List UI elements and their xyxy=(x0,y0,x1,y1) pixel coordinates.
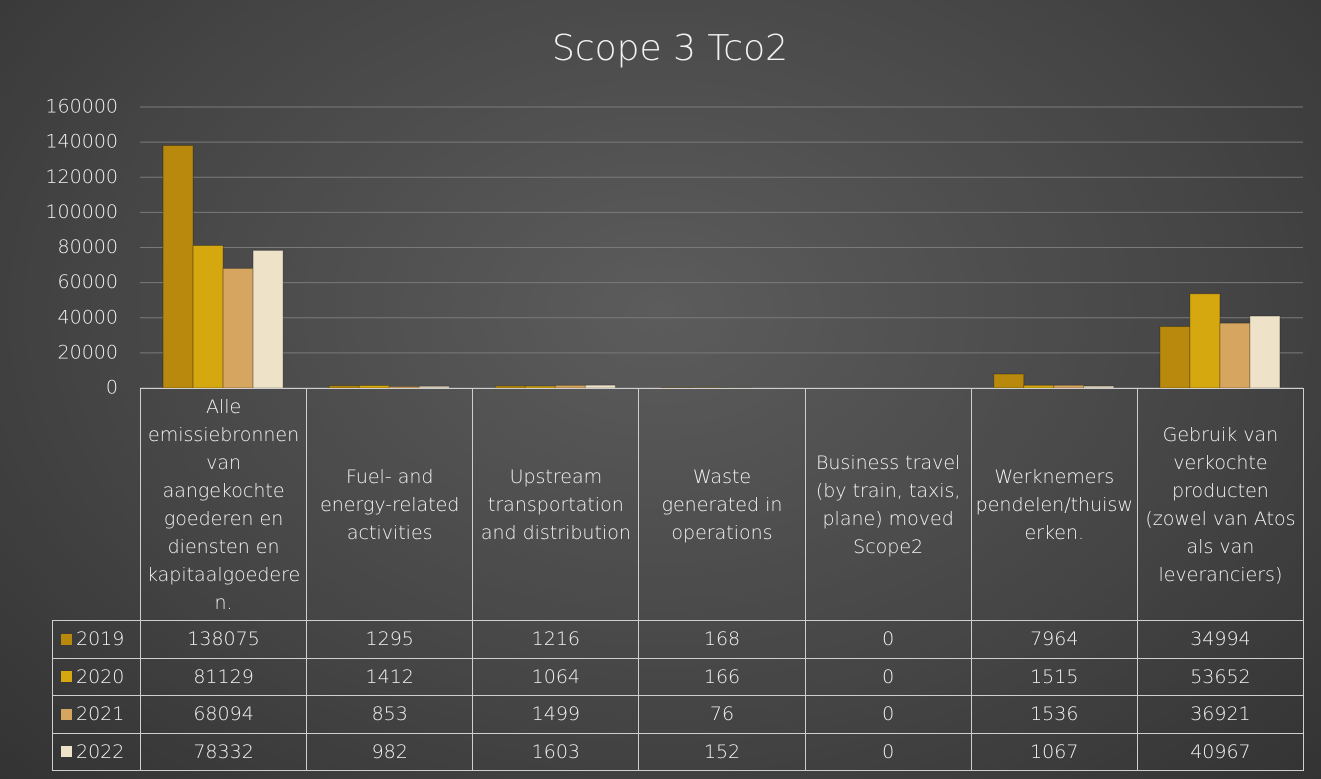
bar xyxy=(162,145,194,389)
y-tick-label: 60000 xyxy=(58,271,118,293)
table-value: 0 xyxy=(804,695,972,734)
table-value: 0 xyxy=(804,732,972,771)
legend-swatch xyxy=(61,708,72,720)
table-value: 0 xyxy=(804,657,972,696)
table-value: 1536 xyxy=(970,695,1138,734)
table-value: 1603 xyxy=(472,732,640,771)
table-value: 982 xyxy=(306,732,474,771)
bar xyxy=(1083,385,1115,389)
bar xyxy=(993,373,1025,389)
chart-title: Scope 3 Tco2 xyxy=(552,28,788,69)
bar xyxy=(222,267,254,389)
category-label: Business travel (by train, taxis, plane)… xyxy=(804,388,972,621)
table-value: 166 xyxy=(638,657,806,696)
y-tick-label: 140000 xyxy=(45,131,118,153)
legend-entry: 2021 xyxy=(52,695,141,734)
table-value: 1067 xyxy=(970,732,1138,771)
table-value: 7964 xyxy=(970,620,1138,659)
y-tick-label: 80000 xyxy=(58,236,118,258)
bar xyxy=(192,245,224,389)
y-tick-label: 0 xyxy=(106,377,118,399)
category-label: Alle emissiebronnen van aangekochte goed… xyxy=(140,388,308,621)
bar xyxy=(1159,326,1191,389)
table-value: 78332 xyxy=(140,732,308,771)
category-label: Fuel- and energy-related activities xyxy=(306,388,474,621)
legend-swatch xyxy=(61,746,72,758)
bar xyxy=(418,385,450,389)
legend-entry: 2019 xyxy=(52,620,141,659)
category-label: Gebruik van verkochte producten (zowel v… xyxy=(1136,388,1304,621)
legend-swatch xyxy=(61,671,72,683)
legend-label: 2021 xyxy=(76,703,125,726)
category-label: Werknemers pendelen/thuiswerken. xyxy=(970,388,1138,621)
table-value: 53652 xyxy=(1136,657,1304,696)
y-tick-label: 120000 xyxy=(45,166,118,188)
table-value: 40967 xyxy=(1136,732,1304,771)
table-value: 0 xyxy=(804,620,972,659)
table-value: 138075 xyxy=(140,620,308,659)
bar xyxy=(584,384,616,389)
category-label: Upstream transportation and distribution xyxy=(472,388,640,621)
table-value: 34994 xyxy=(1136,620,1304,659)
legend-entry: 2020 xyxy=(52,657,141,696)
legend-label: 2022 xyxy=(76,740,125,763)
table-value: 152 xyxy=(638,732,806,771)
bar xyxy=(1249,315,1281,389)
legend-entry: 2022 xyxy=(52,732,141,771)
table-value: 1412 xyxy=(306,657,474,696)
bar xyxy=(252,249,284,389)
table-value: 68094 xyxy=(140,695,308,734)
table-value: 76 xyxy=(638,695,806,734)
table-value: 168 xyxy=(638,620,806,659)
category-label: Waste generated in operations xyxy=(638,388,806,621)
table-value: 1515 xyxy=(970,657,1138,696)
bar xyxy=(1219,322,1251,389)
y-tick-label: 160000 xyxy=(45,96,118,118)
table-value: 81129 xyxy=(140,657,308,696)
y-tick-label: 20000 xyxy=(58,341,118,363)
y-tick-label: 40000 xyxy=(58,306,118,328)
table-value: 1216 xyxy=(472,620,640,659)
table-value: 1064 xyxy=(472,657,640,696)
y-tick-label: 100000 xyxy=(45,201,118,223)
bar xyxy=(1189,293,1221,389)
table-value: 1499 xyxy=(472,695,640,734)
table-value: 1295 xyxy=(306,620,474,659)
legend-swatch xyxy=(61,633,72,645)
table-value: 36921 xyxy=(1136,695,1304,734)
table-value: 853 xyxy=(306,695,474,734)
legend-label: 2020 xyxy=(76,665,125,688)
legend-label: 2019 xyxy=(76,628,125,651)
